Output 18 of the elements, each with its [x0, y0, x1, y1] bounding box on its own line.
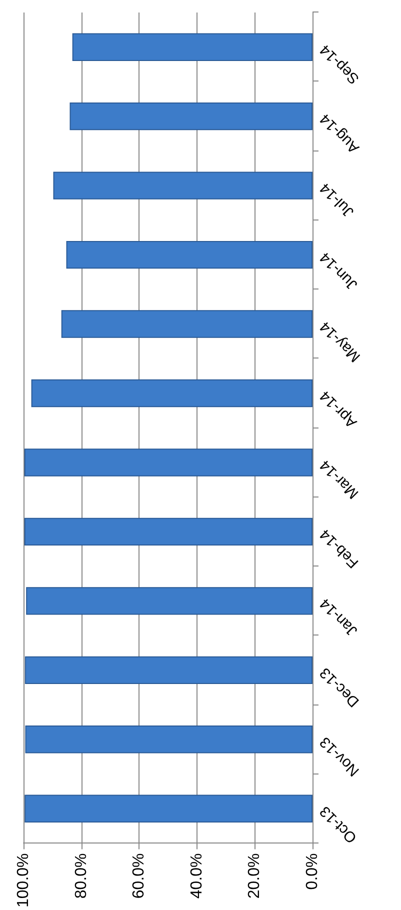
bar — [30, 378, 312, 407]
bar — [24, 725, 312, 753]
bar — [52, 171, 312, 199]
bar — [24, 656, 312, 684]
bar — [24, 794, 312, 822]
x-tick-label: 60.0% — [130, 852, 148, 898]
bar — [24, 448, 312, 476]
bar — [60, 310, 312, 338]
x-tick-label: 80.0% — [72, 852, 90, 898]
bar — [24, 517, 312, 546]
bar — [72, 32, 312, 60]
bar — [26, 586, 312, 614]
bar — [66, 240, 312, 268]
x-tick-label: 40.0% — [188, 852, 205, 898]
x-tick-label: 100.0% — [14, 852, 32, 907]
x-tick-label: 20.0% — [246, 852, 263, 898]
bar — [69, 102, 312, 130]
x-tick-label: 0.0% — [304, 852, 320, 890]
